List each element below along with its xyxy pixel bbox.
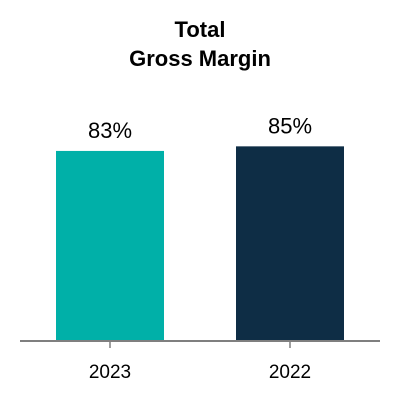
chart-title-line-1: Total [175, 17, 226, 42]
data-label-2023: 83% [88, 118, 132, 143]
bars-layer [56, 146, 344, 341]
x-tick-label-2023: 2023 [89, 362, 131, 383]
labels-layer: 83% 2023 85% 2022 [88, 113, 312, 383]
x-tick-label-2022: 2022 [269, 362, 311, 383]
bar-2022 [236, 146, 344, 341]
chart-title-line-2: Gross Margin [129, 46, 271, 71]
bar-2023 [56, 150, 164, 341]
data-label-2022: 85% [268, 113, 312, 138]
